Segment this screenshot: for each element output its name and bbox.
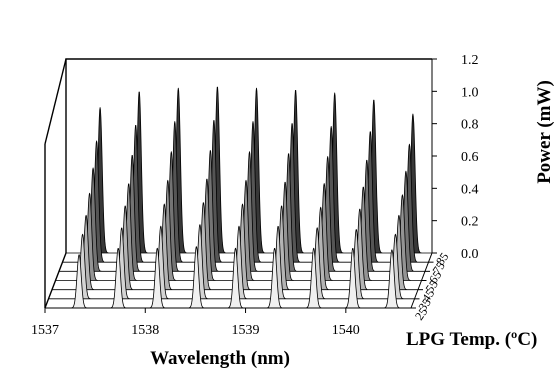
peak-point-85-5 <box>295 89 296 90</box>
peak-point-25-4 <box>235 248 236 249</box>
peak-point-25-0 <box>79 254 80 255</box>
peak-point-25-5 <box>274 248 275 249</box>
peak-point-55-2 <box>167 180 168 181</box>
peak-point-55-3 <box>206 178 207 179</box>
peak-point-65-1 <box>132 154 133 155</box>
peak-point-25-3 <box>196 246 197 247</box>
peak-point-75-6 <box>331 126 332 127</box>
z-axis-title: LPG Temp. (ºC) <box>406 329 537 350</box>
peak-point-65-3 <box>210 150 211 151</box>
peak-point-65-8 <box>405 171 406 172</box>
spectra-series <box>44 86 433 309</box>
peak-point-35-8 <box>395 234 396 235</box>
peak-point-85-8 <box>412 113 413 114</box>
peak-point-25-6 <box>313 248 314 249</box>
peak-point-85-2 <box>178 88 179 89</box>
peak-point-55-8 <box>402 194 403 195</box>
peak-point-35-4 <box>238 226 239 227</box>
peak-point-35-2 <box>160 226 161 227</box>
peak-point-35-3 <box>199 224 200 225</box>
peak-point-35-6 <box>317 227 318 228</box>
x-tick-label: 1540 <box>332 323 360 338</box>
peak-point-75-3 <box>213 119 214 120</box>
peak-point-45-1 <box>125 205 126 206</box>
peak-point-75-2 <box>174 121 175 122</box>
left-top-edge <box>44 58 67 145</box>
peak-point-65-2 <box>171 151 172 152</box>
x-tick-label: 1537 <box>31 323 59 338</box>
y-tick-label: 0.8 <box>461 118 479 133</box>
peak-point-85-7 <box>373 99 374 100</box>
x-axis-title: Wavelength (nm) <box>150 348 290 369</box>
peak-point-45-3 <box>203 202 204 203</box>
peak-point-25-7 <box>352 248 353 249</box>
y-tick-label: 1.0 <box>461 85 479 100</box>
peak-point-85-1 <box>139 91 140 92</box>
peak-point-45-6 <box>320 207 321 208</box>
peak-point-45-2 <box>164 203 165 204</box>
peak-point-75-8 <box>409 144 410 145</box>
y-axis-title: Power (mW) <box>534 80 555 184</box>
peak-point-45-4 <box>242 203 243 204</box>
peak-point-65-0 <box>93 167 94 168</box>
y-tick-label: 0.2 <box>461 215 479 230</box>
y-tick-label: 0.4 <box>461 182 479 197</box>
peak-point-85-4 <box>256 88 257 89</box>
peak-point-75-4 <box>252 121 253 122</box>
peak-point-75-0 <box>96 140 97 141</box>
peak-point-65-4 <box>249 151 250 152</box>
peak-point-65-5 <box>288 153 289 154</box>
peak-point-45-8 <box>398 215 399 216</box>
peak-point-35-1 <box>121 227 122 228</box>
peak-point-45-7 <box>359 208 360 209</box>
y-tick-label: 1.2 <box>461 53 479 68</box>
peak-point-55-4 <box>245 180 246 181</box>
peak-point-75-7 <box>370 131 371 132</box>
peak-point-55-6 <box>324 183 325 184</box>
peak-point-55-7 <box>363 186 364 187</box>
peak-point-75-5 <box>292 123 293 124</box>
x-tick-label: 1539 <box>232 323 260 338</box>
peak-point-35-7 <box>356 229 357 230</box>
peak-point-55-1 <box>128 183 129 184</box>
y-tick-label: 0.6 <box>461 150 479 165</box>
y-tick-label: 0.0 <box>461 247 479 262</box>
peak-point-55-0 <box>89 193 90 194</box>
x-tick-label: 1538 <box>131 323 159 338</box>
peak-point-85-6 <box>334 92 335 93</box>
peak-point-85-3 <box>217 86 218 87</box>
peak-point-35-0 <box>82 234 83 235</box>
peak-point-45-5 <box>281 205 282 206</box>
peak-point-35-5 <box>278 226 279 227</box>
peak-point-65-7 <box>366 159 367 160</box>
peak-point-85-0 <box>100 107 101 108</box>
peak-point-25-1 <box>118 248 119 249</box>
peak-point-25-8 <box>391 249 392 250</box>
peak-point-65-6 <box>327 156 328 157</box>
peak-point-25-2 <box>157 248 158 249</box>
peak-point-55-5 <box>285 181 286 182</box>
peak-point-75-1 <box>135 124 136 125</box>
peak-point-45-0 <box>86 215 87 216</box>
